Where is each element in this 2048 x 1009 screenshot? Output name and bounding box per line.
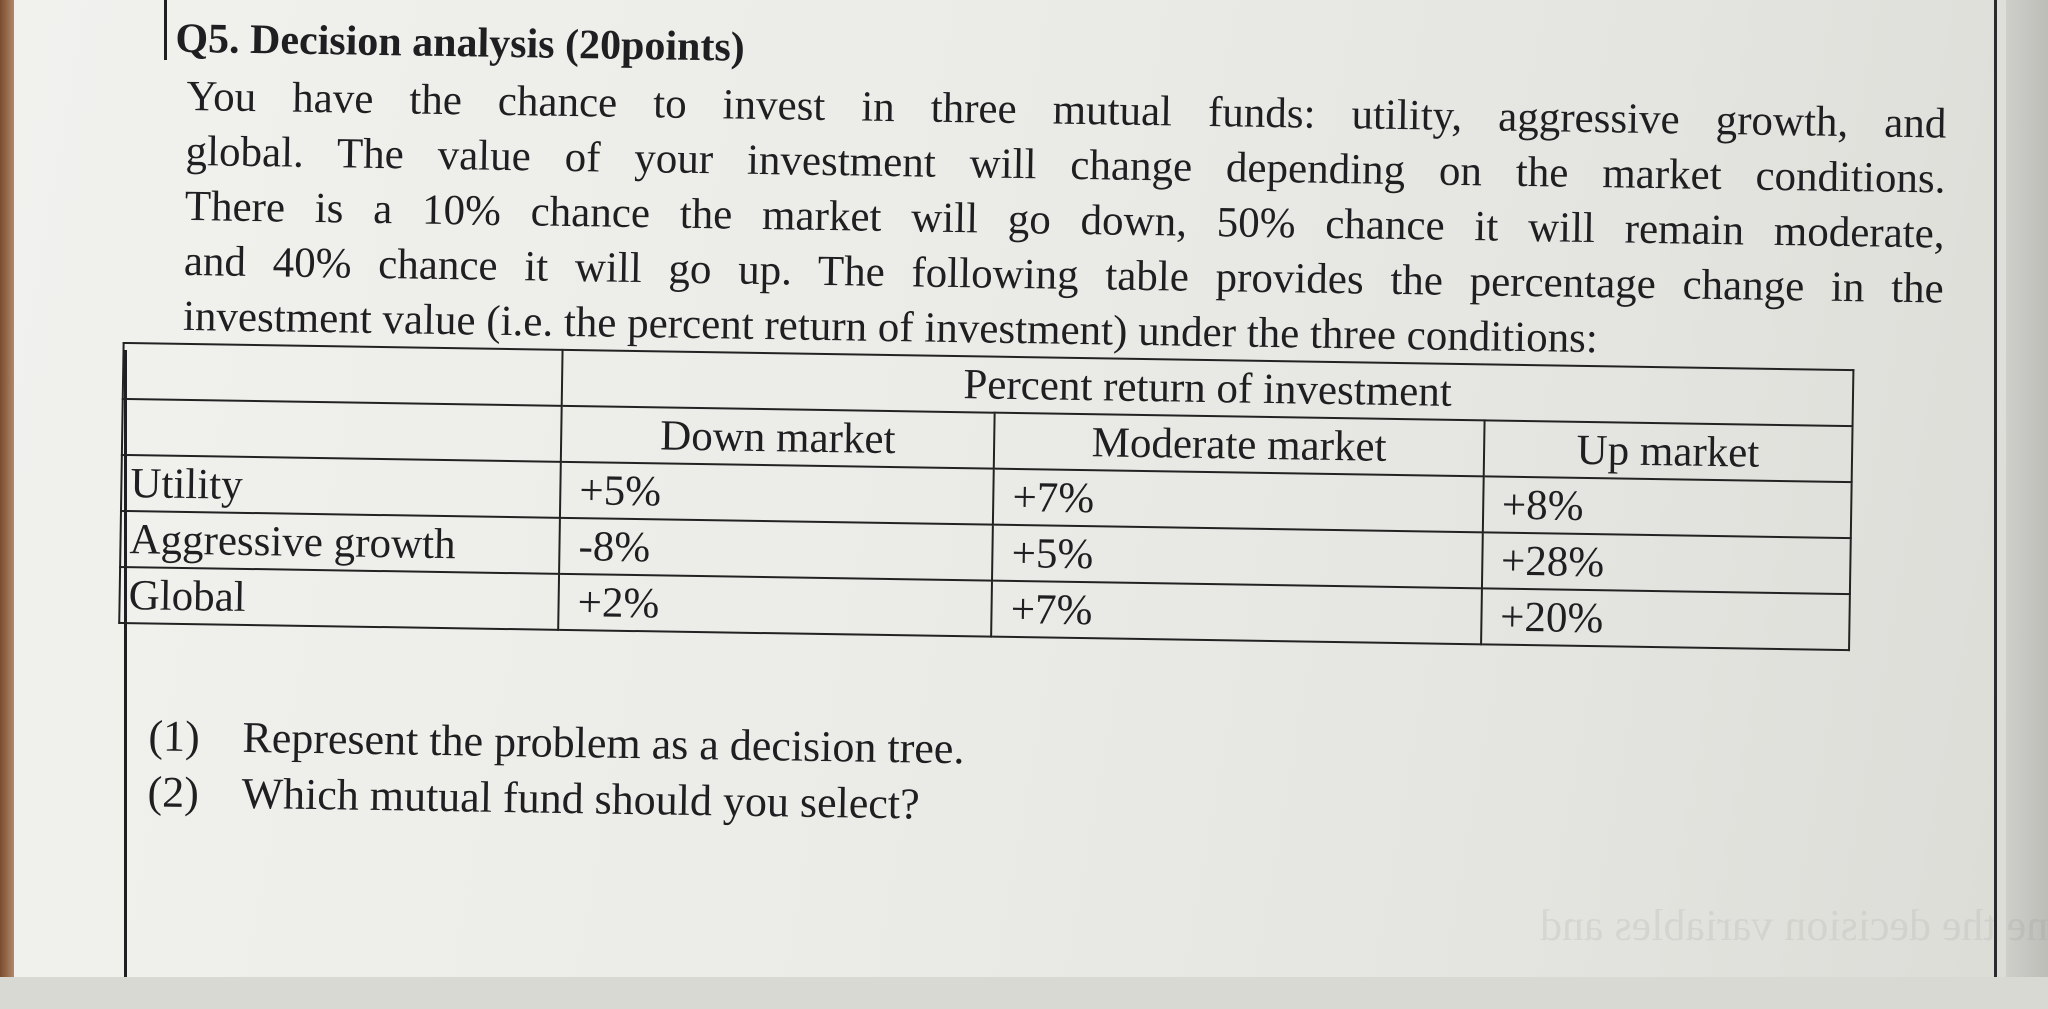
column-header-moderate: Moderate market — [993, 412, 1485, 477]
table-cell: +8% — [1482, 476, 1852, 539]
table-cell: -8% — [559, 517, 994, 581]
table-cell: +2% — [558, 573, 993, 637]
row-label: Utility — [120, 454, 561, 518]
list-item: (2) Which mutual fund should you select? — [147, 764, 964, 833]
box-line-right — [1994, 0, 1997, 977]
table-cell: +20% — [1480, 588, 1850, 651]
row-label: Global — [119, 566, 560, 630]
task-number: (1) — [148, 711, 201, 762]
table-cell: +7% — [993, 468, 1484, 533]
desk-edge — [0, 0, 14, 977]
task-number: (2) — [147, 767, 200, 818]
question-title: Q5. Decision analysis (20points) — [175, 15, 746, 71]
paper-shadow — [2006, 0, 2048, 977]
question-paragraph: You have the chance to invest in three m… — [183, 69, 1947, 372]
task-text: Which mutual fund should you select? — [241, 768, 921, 829]
row-label: Aggressive growth — [120, 510, 561, 574]
box-line-left-bottom — [124, 350, 127, 977]
column-header-down: Down market — [560, 405, 995, 469]
table-cell: +7% — [991, 580, 1482, 645]
table-cell: +28% — [1481, 532, 1851, 595]
returns-table: Percent return of investment Down market… — [118, 342, 1854, 651]
table-corner-cell — [122, 342, 563, 406]
paper-sheet — [14, 0, 2048, 977]
table-corner-cell — [121, 398, 562, 462]
task-list: (1) Represent the problem as a decision t… — [147, 708, 965, 833]
table-cell: +5% — [992, 524, 1483, 589]
table-cell: +5% — [560, 461, 994, 525]
task-text: Represent the problem as a decision tree… — [242, 712, 965, 774]
box-line-left-top — [164, 0, 167, 60]
column-header-up: Up market — [1483, 420, 1853, 483]
